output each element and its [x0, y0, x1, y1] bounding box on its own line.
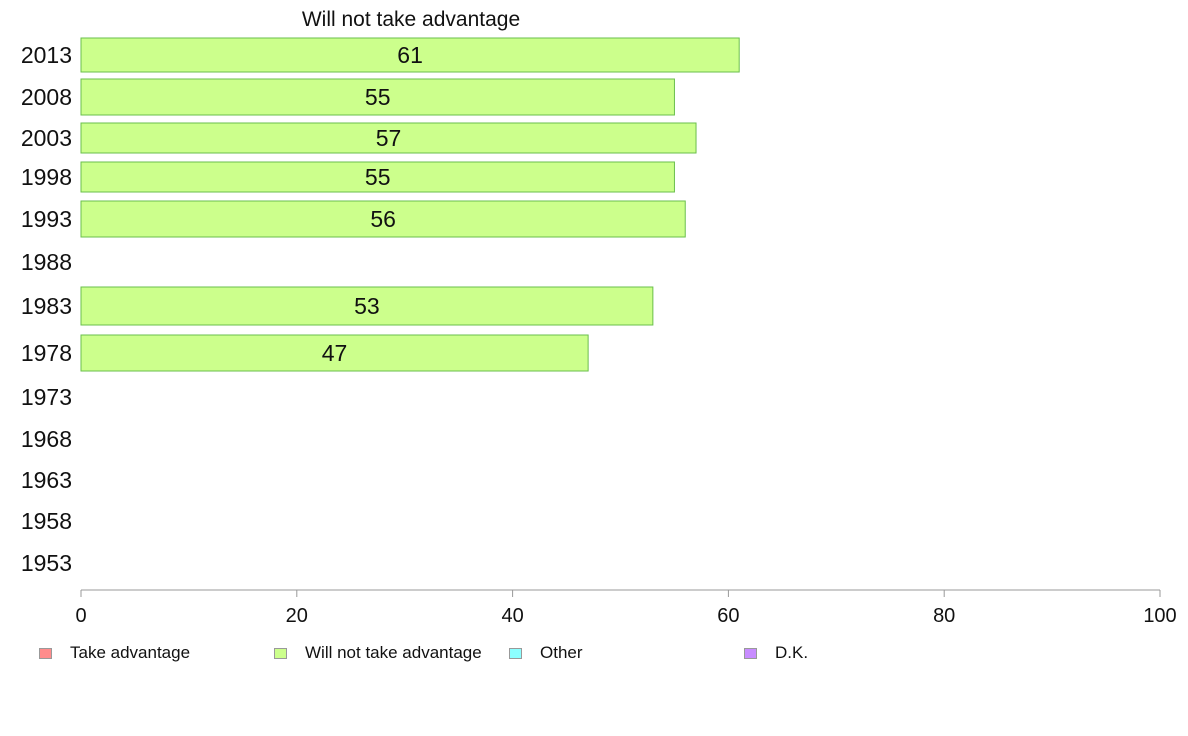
bar-value-label-1998: 55: [365, 164, 391, 190]
y-tick-label-2003: 2003: [21, 125, 72, 151]
y-tick-label-1953: 1953: [21, 550, 72, 576]
legend-item-dk: D.K.: [744, 641, 808, 665]
x-tick-label-0: 0: [75, 605, 86, 627]
y-tick-label-1998: 1998: [21, 164, 72, 190]
y-tick-label-1973: 1973: [21, 384, 72, 410]
y-tick-label-2008: 2008: [21, 84, 72, 110]
y-tick-label-2013: 2013: [21, 42, 72, 68]
bar-2013: [80, 37, 740, 73]
x-tick-label-40: 40: [501, 605, 523, 627]
y-tick-label-1968: 1968: [21, 426, 72, 452]
x-tick-label-80: 80: [933, 605, 955, 627]
legend-item-will-not-take-advantage: Will not take advantage: [274, 641, 482, 665]
y-tick-label-1983: 1983: [21, 293, 72, 319]
legend: Take advantage Will not take advantage O…: [0, 641, 1188, 665]
legend-item-other: Other: [509, 641, 583, 665]
bar-1983: [80, 286, 654, 326]
legend-item-take-advantage: Take advantage: [39, 641, 190, 665]
y-tick-label-1978: 1978: [21, 340, 72, 366]
bar-1998: [80, 161, 675, 193]
x-tick-label-60: 60: [717, 605, 739, 627]
legend-label-take-advantage: Take advantage: [70, 643, 191, 662]
bar-1993: [80, 200, 686, 238]
x-tick-label-100: 100: [1143, 605, 1176, 627]
legend-swatch-will-not-take-advantage: [274, 647, 287, 659]
bar-2008: [80, 78, 675, 116]
bar-value-label-1993: 56: [370, 206, 396, 232]
legend-swatch-dk: [744, 647, 757, 659]
bar-value-label-2008: 55: [365, 84, 391, 110]
bar-2003: [80, 122, 697, 154]
bar-value-label-2003: 57: [376, 125, 402, 151]
chart-title: Will not take advantage: [302, 8, 520, 31]
x-axis-ticks: 0 20 40 60 80 100: [75, 590, 1177, 627]
y-tick-label-1993: 1993: [21, 206, 72, 232]
legend-swatch-other: [509, 647, 522, 659]
bar-value-label-2013: 61: [397, 42, 423, 68]
legend-swatch-take-advantage: [39, 647, 52, 659]
y-tick-label-1963: 1963: [21, 467, 72, 493]
x-tick-label-20: 20: [286, 605, 308, 627]
y-axis-labels: 2013 2008 2003 1998 1993 1988 1983 1978 1973 1968…: [21, 42, 72, 576]
bar-value-label-1978: 47: [322, 340, 348, 366]
legend-label-will-not-take-advantage: Will not take advantage: [305, 643, 482, 662]
legend-label-dk: D.K.: [775, 643, 809, 662]
bar-value-label-1983: 53: [354, 293, 380, 319]
y-tick-label-1958: 1958: [21, 508, 72, 534]
bar-1978: [80, 334, 589, 372]
y-tick-label-1988: 1988: [21, 249, 72, 275]
legend-label-other: Other: [540, 643, 583, 662]
